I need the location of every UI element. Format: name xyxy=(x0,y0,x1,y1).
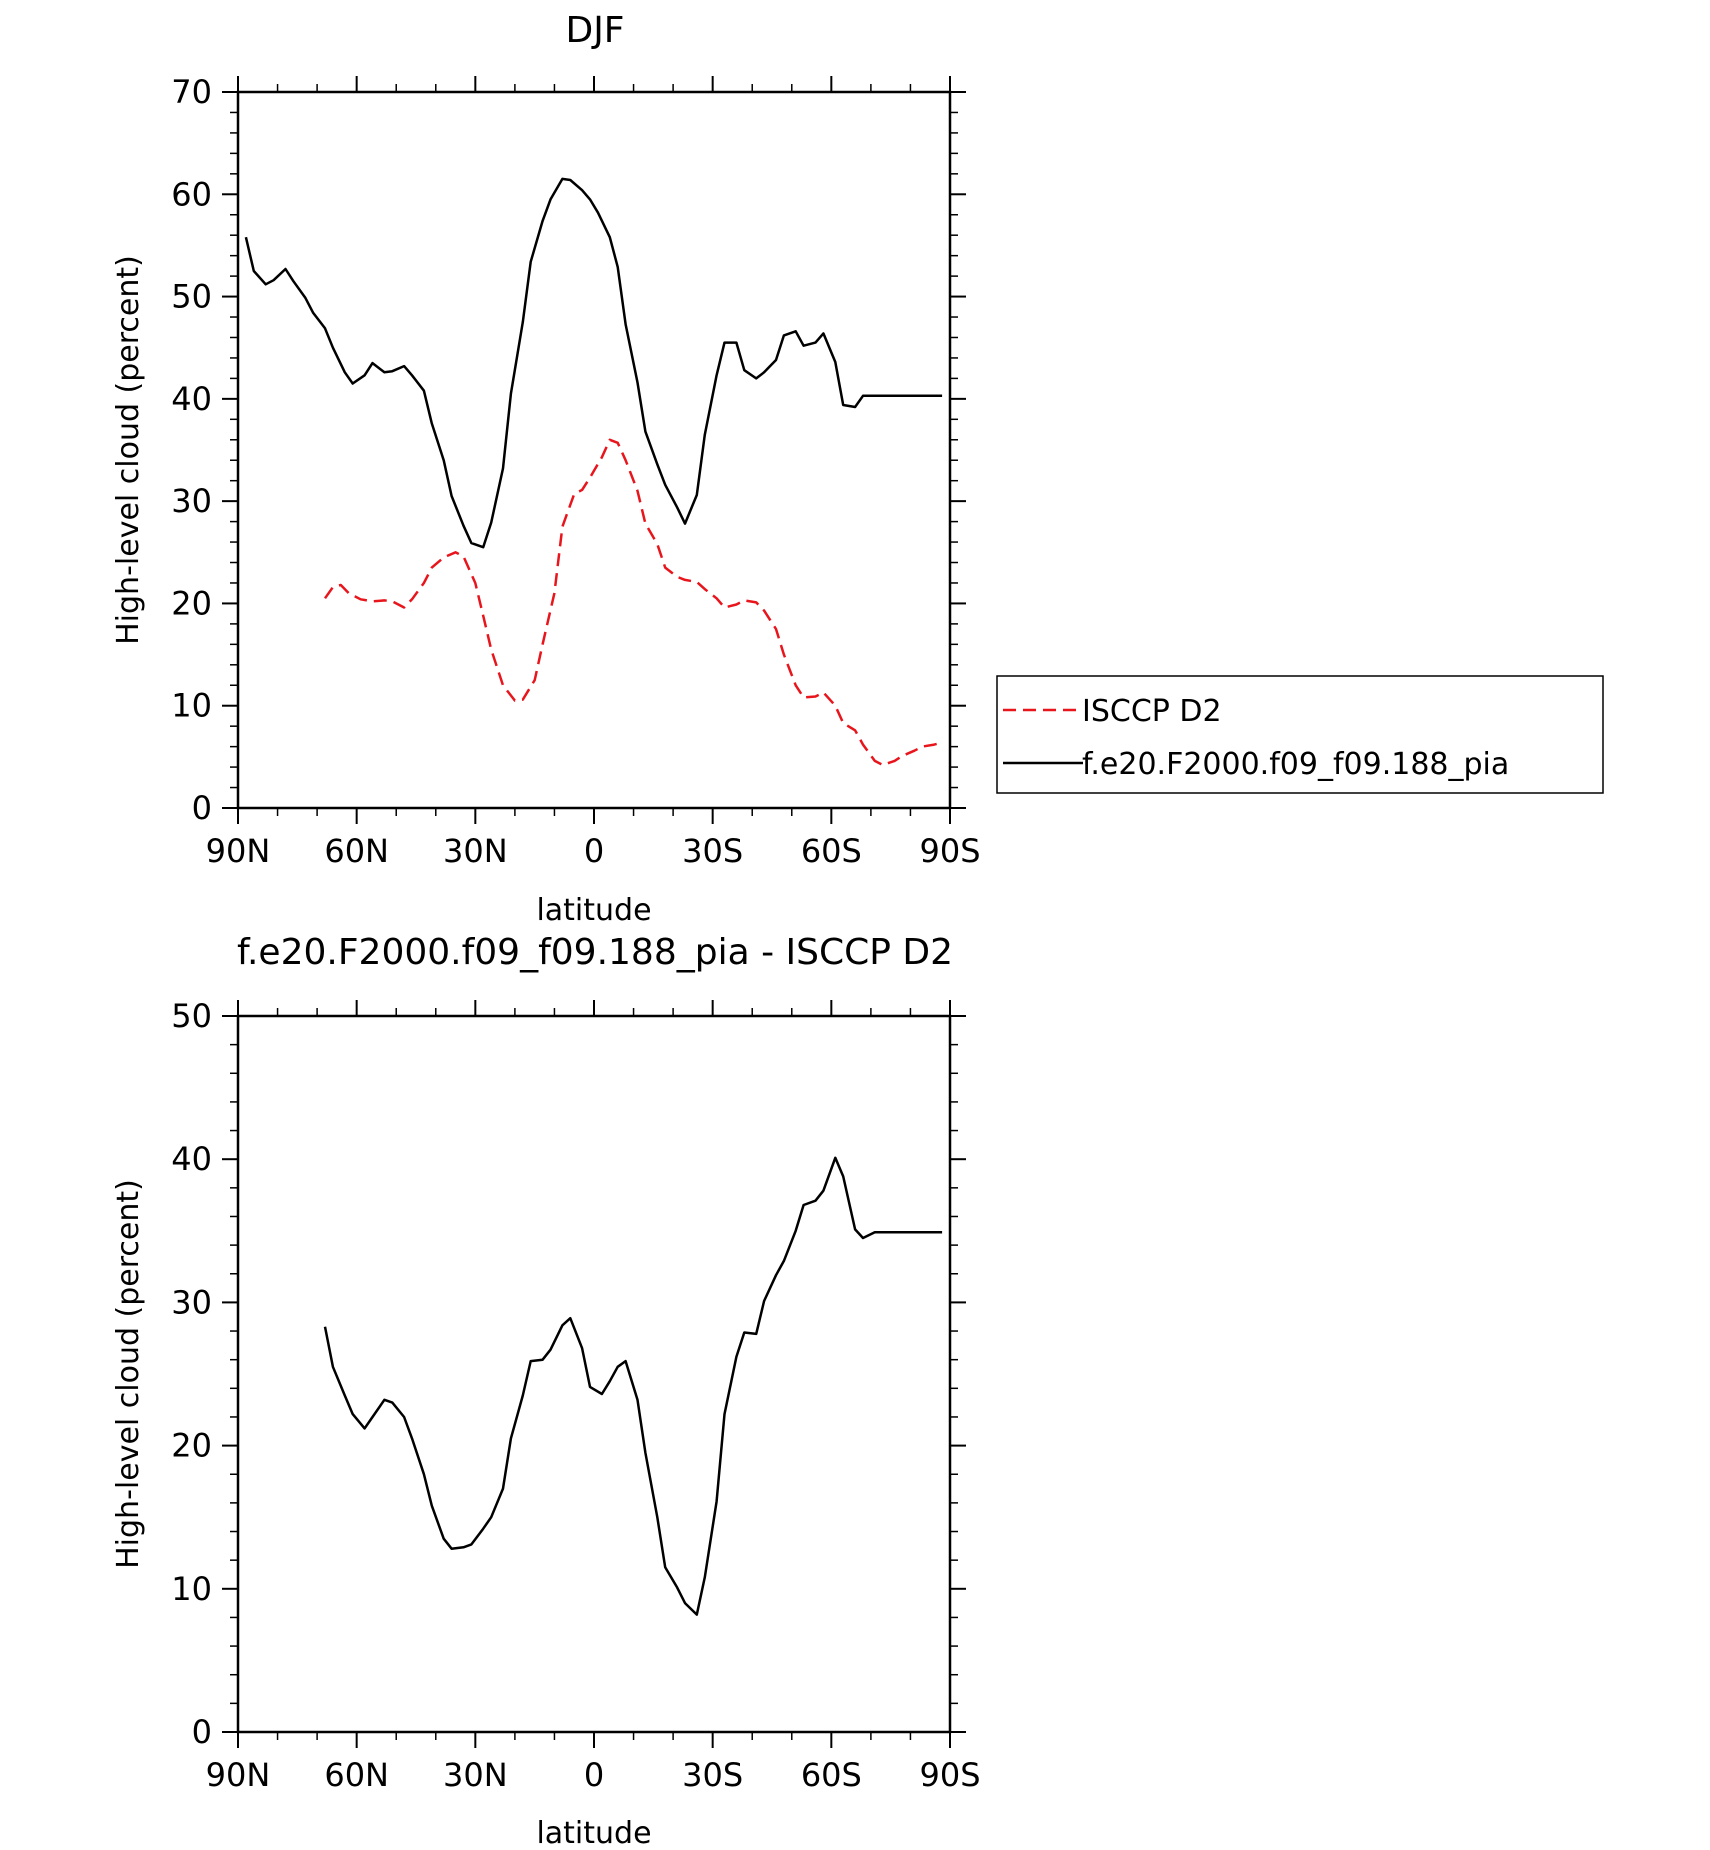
x-tick-label: 60S xyxy=(801,1756,862,1794)
x-tick-label: 90N xyxy=(206,1756,271,1794)
x-tick-label: 30N xyxy=(443,1756,508,1794)
y-tick-label: 0 xyxy=(192,1713,212,1751)
y-tick-label: 60 xyxy=(171,175,212,213)
chart-djf: DJF 90N 60N 30N 0 30S 60S 90S 0 10 20 30 40 50 60 70 l… xyxy=(111,10,1604,928)
x-tick-label: 30N xyxy=(443,832,508,870)
y-tick-label: 20 xyxy=(171,1427,212,1465)
y-tick-label: 20 xyxy=(171,584,212,622)
y-tick-label: 10 xyxy=(171,1570,212,1608)
chart-difference: f.e20.F2000.f09_f09.188_pia - ISCCP D2 9… xyxy=(111,932,981,1850)
y-axis-label: High-level cloud (percent) xyxy=(111,1179,146,1569)
x-tick-label: 60N xyxy=(324,832,389,870)
series-layer xyxy=(244,177,943,767)
y-tick-label: 40 xyxy=(171,380,212,418)
x-tick-label: 60S xyxy=(801,832,862,870)
x-tick-label: 90S xyxy=(919,1756,980,1794)
y-tick-label: 70 xyxy=(171,73,212,111)
y-tick-label: 30 xyxy=(171,1283,212,1321)
series-layer xyxy=(323,1156,943,1616)
y-tick-label: 30 xyxy=(171,482,212,520)
x-axis-label: latitude xyxy=(536,893,651,928)
x-tick-label: 0 xyxy=(584,832,604,870)
x-axis-label: latitude xyxy=(536,1816,651,1850)
legend-box xyxy=(996,675,1604,794)
series-line-f-e20-f2000-f09-f09-188-pia xyxy=(244,177,943,549)
x-tick-label: 90S xyxy=(919,832,980,870)
legend-label-model: f.e20.F2000.f09_f09.188_pia xyxy=(1082,747,1509,782)
legend-label-isccp: ISCCP D2 xyxy=(1082,694,1222,729)
chart-title: DJF xyxy=(565,10,624,51)
x-tick-label: 30S xyxy=(682,832,743,870)
y-tick-label: 10 xyxy=(171,687,212,725)
y-tick-label: 50 xyxy=(171,278,212,316)
chart-title: f.e20.F2000.f09_f09.188_pia - ISCCP D2 xyxy=(237,932,953,973)
series-line-isccp-d2 xyxy=(323,438,943,767)
x-tick-label: 90N xyxy=(206,832,271,870)
x-tick-label: 0 xyxy=(584,1756,604,1794)
y-tick-label: 40 xyxy=(171,1140,212,1178)
x-tick-label: 60N xyxy=(324,1756,389,1794)
axis-ticks: 90N 60N 30N 0 30S 60S 90S 0 10 20 30 40 50 60 70 xyxy=(171,73,980,870)
legend: ISCCP D2 f.e20.F2000.f09_f09.188_pia xyxy=(996,675,1604,794)
axis-ticks: 90N 60N 30N 0 30S 60S 90S 0 10 20 30 40 50 xyxy=(171,997,980,1794)
y-tick-label: 0 xyxy=(192,789,212,827)
y-axis-label: High-level cloud (percent) xyxy=(111,255,146,645)
y-tick-label: 50 xyxy=(171,997,212,1035)
series-line-f-e20-f2000-f09-f09-188-pia-isccp-d2 xyxy=(323,1156,943,1616)
x-tick-label: 30S xyxy=(682,1756,743,1794)
